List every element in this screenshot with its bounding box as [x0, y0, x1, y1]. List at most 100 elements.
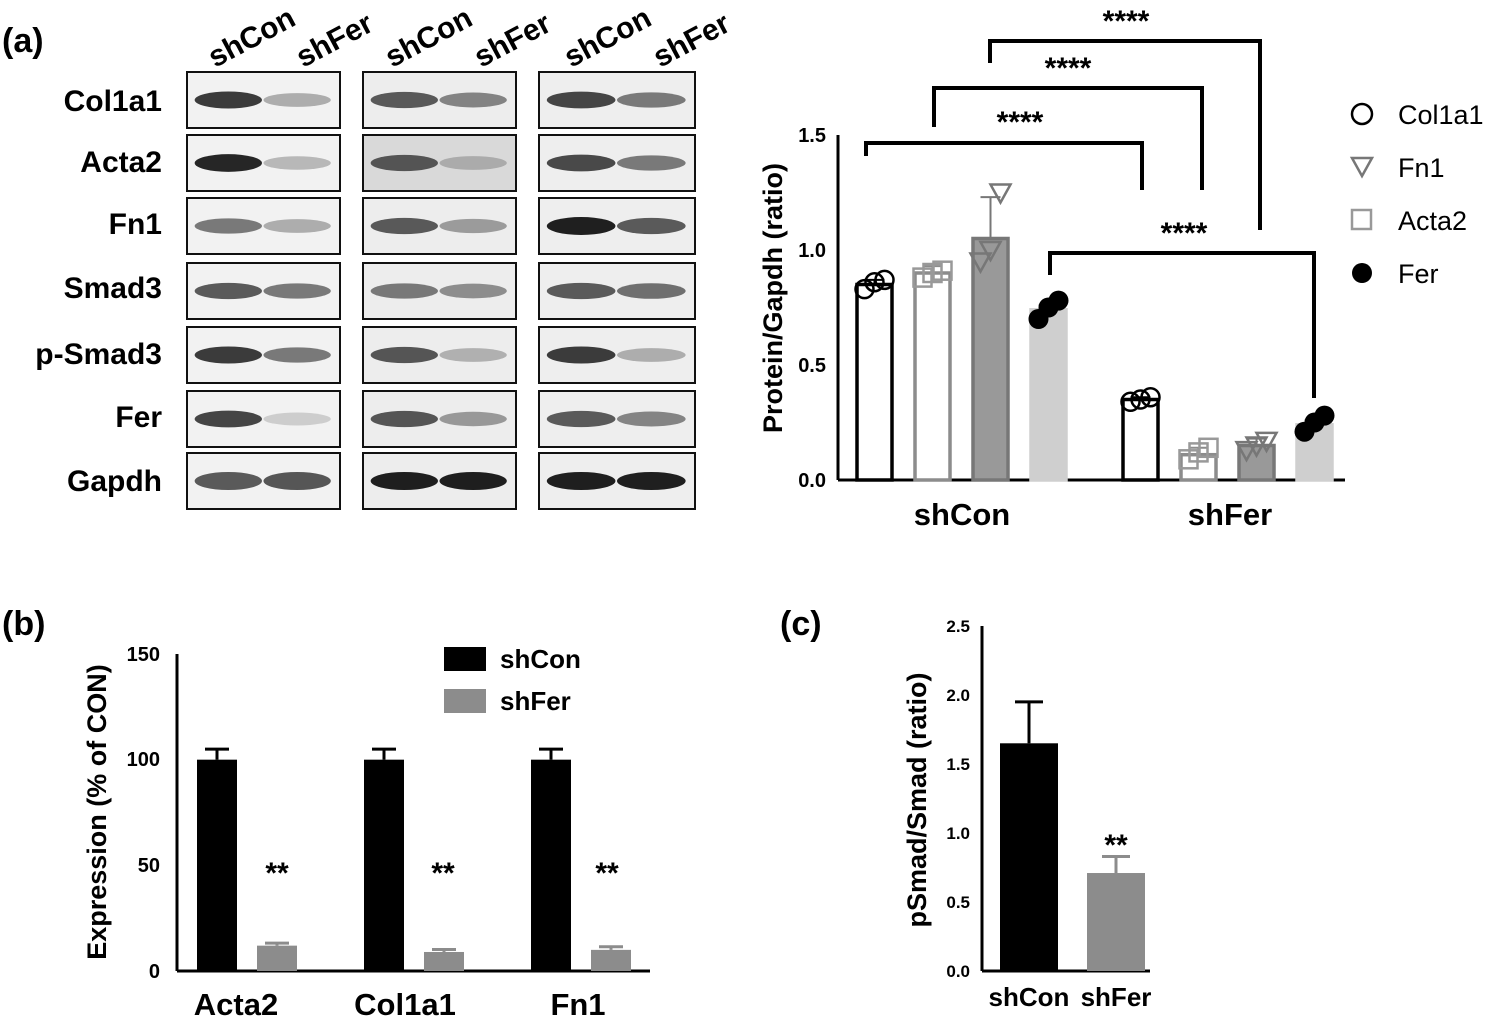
- chart-b-bar: [424, 951, 464, 971]
- chart-a-point: [978, 240, 1003, 263]
- legend-circle-filled-icon: [1352, 263, 1372, 283]
- chart-b-y-axis-title: Expression (% of CON): [82, 664, 112, 960]
- chart-b-y-tick-label: 0: [149, 961, 160, 983]
- blot-band: [194, 346, 262, 364]
- chart-a-bar: [1237, 443, 1276, 482]
- blot-band: [263, 156, 331, 170]
- blot-band: [617, 155, 686, 171]
- blot-band: [370, 410, 438, 428]
- chart-a-y-tick-label: 0.0: [798, 470, 826, 492]
- legend-swatch: [444, 689, 486, 713]
- blot-band: [617, 472, 686, 490]
- blot-band: [263, 93, 331, 107]
- chart-b-bar: [364, 759, 404, 971]
- chart-b-bars: [197, 747, 631, 971]
- chart-c-y-tick-label: 2.0: [946, 686, 970, 705]
- chart-c-y-tick-label: 2.5: [946, 617, 970, 636]
- legend-circle-open-icon: [1350, 102, 1374, 126]
- significance-marker: **: [265, 857, 289, 890]
- blot-band: [439, 92, 507, 108]
- chart-a-bar: [1029, 308, 1068, 482]
- chart-a-y-ticks: 0.0 0.5 1.0 1.5: [798, 125, 826, 492]
- significance-marker: ****: [1103, 5, 1150, 38]
- legend-label: shFer: [500, 686, 571, 716]
- chart-a-bar: [913, 271, 952, 482]
- chart-c-y-tick-label: 0.5: [946, 893, 970, 912]
- blot-band: [370, 283, 438, 299]
- blot-band: [546, 91, 616, 109]
- chart-c-y-tick-label: 1.5: [946, 755, 970, 774]
- blot-row-label: Smad3: [64, 272, 162, 305]
- chart-b-bar: [197, 759, 237, 971]
- blot-band: [617, 348, 686, 362]
- blot-row-label: Col1a1: [64, 85, 162, 118]
- chart-a-point: [864, 271, 885, 293]
- chart-a-point: [1120, 391, 1141, 413]
- chart-a-x-category: shFer: [1188, 497, 1272, 532]
- blot-band: [370, 91, 438, 109]
- blot-band: [370, 472, 438, 490]
- panel-label-c: (c): [780, 605, 822, 643]
- chart-a-point: [968, 252, 993, 275]
- chart-a-bars: [855, 196, 1334, 482]
- chart-a-point: [1198, 437, 1219, 459]
- blot-band: [370, 217, 438, 235]
- blot-band: [263, 219, 331, 233]
- chart-a-y-axis-title: Protein/Gapdh (ratio): [758, 163, 788, 433]
- chart-a-legend: Col1a1 Fn1 Acta2 Fer: [1349, 100, 1484, 289]
- blot-band: [617, 283, 686, 299]
- blot-band: [263, 283, 331, 299]
- blot-band: [194, 218, 262, 234]
- chart-b-bar: [591, 949, 631, 971]
- legend-swatch: [444, 647, 486, 671]
- legend-label: shCon: [500, 644, 581, 674]
- blot-row-label: Acta2: [80, 146, 162, 179]
- legend-label: Fer: [1398, 259, 1439, 289]
- blot-band: [546, 472, 616, 490]
- blot-band: [546, 217, 616, 235]
- western-blot-images: [186, 71, 696, 510]
- lane-label: shCon: [380, 1, 478, 74]
- blot-row-label: Fer: [115, 401, 162, 434]
- chart-c: 0.0 0.5 1.0 1.5 2.0 2.5 pSmad/Smad (rati…: [902, 617, 1151, 1012]
- chart-b-legend: shCon shFer: [444, 644, 581, 716]
- chart-b-x-category: Fn1: [550, 987, 605, 1022]
- legend-label: Col1a1: [1398, 100, 1484, 130]
- blot-band: [194, 472, 262, 490]
- significance-marker: ****: [1161, 217, 1208, 250]
- legend-square-open-icon: [1350, 208, 1373, 231]
- legend-triangle-open-icon: [1349, 156, 1375, 179]
- significance-marker: **: [595, 857, 619, 890]
- blot-band: [194, 282, 262, 300]
- blot-band: [546, 346, 616, 364]
- chart-a-point: [1254, 431, 1279, 454]
- chart-b-bar: [531, 759, 571, 971]
- chart-c-bars: [1000, 700, 1145, 971]
- blot-band: [439, 472, 507, 490]
- chart-a-point: [1048, 290, 1069, 311]
- blot-band: [546, 282, 616, 300]
- blot-band: [617, 411, 686, 427]
- chart-a-point: [1234, 440, 1259, 463]
- lane-label: shFer: [469, 7, 557, 75]
- chart-a-point: [988, 183, 1013, 206]
- blot-band: [194, 154, 262, 172]
- blot-band: [617, 217, 686, 235]
- chart-a-point: [1314, 405, 1335, 426]
- chart-b-y-tick-label: 50: [138, 855, 160, 877]
- legend-label: Fn1: [1398, 153, 1445, 183]
- chart-a-significance-brackets: [864, 39, 1316, 398]
- significance-marker: ****: [1045, 52, 1092, 85]
- blot-band: [370, 154, 438, 172]
- panel-label-b: (b): [2, 605, 45, 643]
- significance-marker: ****: [997, 106, 1044, 139]
- lane-label: shFer: [648, 7, 736, 75]
- chart-c-y-tick-label: 1.0: [946, 824, 970, 843]
- blot-row-labels: Col1a1 Acta2 Fn1 Smad3 p-Smad3 Fer Gapdh: [35, 85, 162, 498]
- blot-band: [546, 410, 616, 428]
- chart-a-points: [854, 183, 1335, 470]
- chart-b-y-tick-label: 100: [127, 749, 160, 771]
- blot-band: [263, 412, 331, 426]
- chart-a-y-tick-label: 0.5: [798, 355, 826, 377]
